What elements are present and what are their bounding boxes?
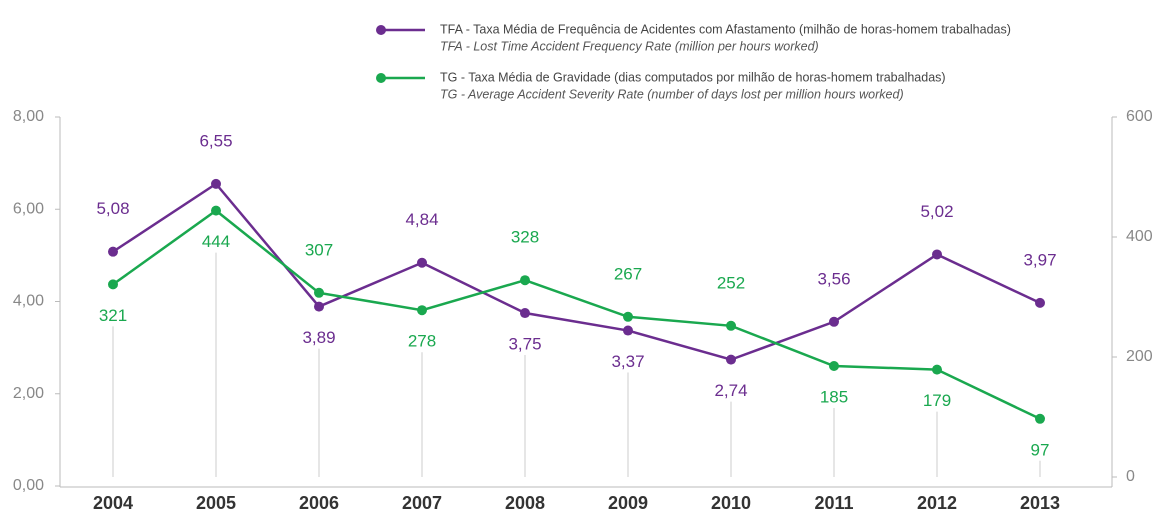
value-label: 3,56: [817, 269, 850, 288]
y-tick-label: 0,00: [13, 477, 44, 494]
x-tick-label: 2009: [608, 493, 648, 513]
value-label: 307: [305, 240, 333, 259]
point: [314, 287, 324, 298]
point: [211, 205, 221, 216]
value-label: 278: [408, 332, 436, 351]
point: [417, 257, 427, 268]
value-label: 4,84: [405, 210, 438, 229]
y2-tick-label: 600: [1126, 108, 1153, 125]
y2-tick-label: 400: [1126, 228, 1153, 245]
value-label: 3,89: [302, 328, 335, 347]
x-tick-label: 2005: [196, 493, 236, 513]
series-line: [112, 209, 1041, 420]
value-label: 97: [1031, 440, 1050, 459]
y2-tick-label: 0: [1126, 468, 1135, 485]
y-tick-label: 8,00: [13, 108, 44, 125]
point: [314, 301, 324, 312]
value-label: 2,74: [714, 381, 747, 400]
point: [1035, 413, 1045, 424]
point: [932, 249, 942, 260]
value-label: 5,08: [96, 199, 129, 218]
point: [1035, 297, 1045, 308]
value-label: 328: [511, 228, 539, 247]
x-tick-label: 2007: [402, 493, 442, 513]
value-label: 179: [923, 391, 951, 410]
y2-tick-label: 200: [1126, 348, 1153, 365]
legend-label: TFA - Taxa Média de Frequência de Aciden…: [440, 22, 1011, 36]
value-label: 6,55: [199, 131, 232, 150]
x-tick-label: 2013: [1020, 493, 1060, 513]
x-tick-label: 2012: [917, 493, 957, 513]
value-label: 3,97: [1023, 250, 1056, 269]
y-tick-label: 2,00: [13, 385, 44, 402]
point: [417, 305, 427, 316]
legend-sublabel: TG - Average Accident Severity Rate (num…: [440, 87, 904, 101]
point: [726, 320, 736, 331]
point: [726, 354, 736, 365]
point: [520, 308, 530, 319]
point: [211, 178, 221, 189]
value-label: 321: [99, 306, 127, 325]
point: [108, 279, 118, 290]
point: [520, 275, 530, 286]
x-tick-label: 2010: [711, 493, 751, 513]
point: [623, 311, 633, 322]
legend-marker: [376, 73, 386, 83]
y-tick-label: 4,00: [13, 293, 44, 310]
value-label: 3,75: [508, 335, 541, 354]
value-label: 267: [614, 264, 642, 283]
point: [932, 364, 942, 375]
x-tick-label: 2006: [299, 493, 339, 513]
point: [108, 246, 118, 257]
x-tick-label: 2008: [505, 493, 545, 513]
x-tick-label: 2011: [814, 493, 853, 513]
point: [829, 316, 839, 327]
legend-label: TG - Taxa Média de Gravidade (dias compu…: [440, 70, 946, 84]
value-label: 252: [717, 273, 745, 292]
value-label: 185: [820, 387, 848, 406]
point: [623, 325, 633, 336]
series-line: [112, 182, 1041, 361]
point: [829, 361, 839, 371]
value-label: 5,02: [920, 202, 953, 221]
legend-marker: [376, 25, 386, 35]
value-label: 444: [202, 232, 230, 251]
x-tick-label: 2004: [93, 493, 133, 513]
legend-sublabel: TFA - Lost Time Accident Frequency Rate …: [440, 39, 819, 53]
value-label: 3,37: [611, 352, 644, 371]
y-tick-label: 6,00: [13, 200, 44, 217]
